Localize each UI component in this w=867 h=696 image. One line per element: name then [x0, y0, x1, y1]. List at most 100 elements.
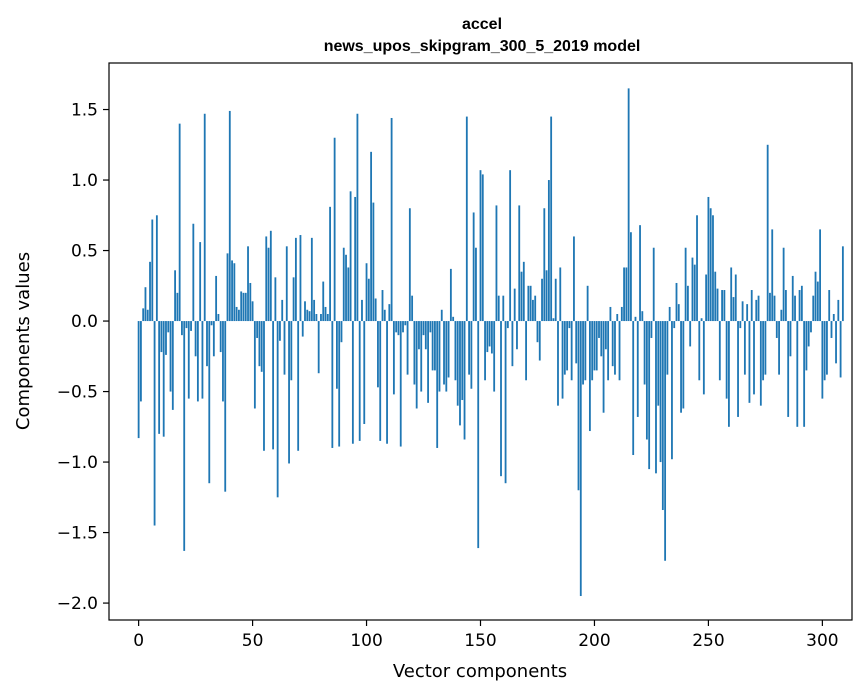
bar-294 [807, 321, 810, 347]
bar-137 [449, 268, 452, 322]
bar-1 [140, 321, 142, 402]
x-tick-label: 250 [692, 631, 724, 651]
plot-frame [108, 62, 853, 621]
bar-170 [525, 321, 527, 381]
bar-302 [826, 321, 828, 375]
y-tick-label: 1.5 [71, 101, 98, 121]
bar-120 [411, 295, 414, 322]
bar-14 [169, 321, 172, 392]
bar-193 [577, 321, 580, 491]
bar-266 [743, 321, 746, 375]
bar-92 [347, 267, 350, 322]
bar-112 [392, 321, 395, 395]
bar-171 [527, 285, 530, 322]
bar-87 [336, 321, 338, 389]
bar-236 [675, 282, 678, 322]
bar-22 [187, 321, 190, 399]
bar-139 [454, 321, 457, 381]
bar-77 [313, 299, 316, 322]
bar-202 [598, 321, 600, 338]
bar-104 [374, 298, 377, 322]
bar-74 [306, 309, 309, 322]
bar-273 [759, 321, 762, 406]
bar-267 [746, 304, 749, 322]
bar-229 [659, 321, 662, 463]
bar-12 [165, 321, 167, 355]
bar-101 [367, 278, 370, 322]
bar-300 [821, 321, 824, 399]
bar-257 [723, 290, 726, 322]
bar-91 [345, 254, 347, 322]
bar-110 [388, 304, 391, 322]
bar-291 [800, 285, 803, 322]
bar-276 [766, 144, 769, 322]
bar-99 [363, 321, 366, 424]
bar-84 [329, 206, 331, 322]
x-tick-label: 150 [464, 631, 496, 651]
bar-282 [780, 309, 783, 322]
bar-114 [397, 321, 400, 336]
bar-184 [557, 321, 559, 406]
bar-272 [757, 295, 760, 322]
bar-13 [167, 321, 170, 333]
bar-121 [413, 321, 416, 385]
bar-263 [737, 321, 739, 417]
bar-143 [463, 321, 466, 440]
bar-260 [730, 267, 733, 322]
bar-286 [789, 321, 792, 357]
bar-54 [260, 321, 263, 372]
bar-109 [386, 321, 388, 444]
bar-211 [618, 321, 621, 381]
bar-287 [791, 275, 794, 322]
bar-57 [267, 247, 270, 322]
bar-66 [288, 321, 290, 464]
bar-142 [461, 321, 464, 401]
bar-30 [206, 321, 208, 367]
bar-160 [502, 295, 505, 322]
bar-206 [607, 321, 610, 381]
bar-295 [810, 321, 812, 333]
bar-19 [181, 321, 183, 336]
bar-224 [648, 321, 651, 470]
bar-135 [445, 321, 448, 392]
bar-25 [194, 321, 197, 357]
bar-264 [739, 321, 742, 329]
bar-280 [775, 321, 778, 338]
bar-136 [447, 321, 450, 378]
bar-203 [600, 321, 603, 357]
chart-subtitle: news_upos_skipgram_300_5_2019 model [324, 38, 641, 55]
bar-71 [299, 235, 302, 322]
bar-132 [438, 321, 441, 392]
bar-307 [837, 299, 840, 322]
bar-81 [322, 281, 325, 322]
bar-93 [349, 191, 352, 322]
bar-225 [650, 321, 653, 338]
bar-60 [274, 277, 277, 322]
bar-219 [636, 321, 639, 417]
bar-146 [470, 321, 473, 389]
bar-4 [146, 309, 149, 322]
bar-56 [265, 236, 268, 322]
bar-163 [509, 170, 512, 322]
bar-168 [520, 271, 523, 322]
bar-33 [212, 321, 215, 357]
bar-250 [707, 196, 710, 322]
bar-173 [532, 299, 534, 322]
bar-122 [415, 321, 418, 409]
bar-177 [541, 278, 543, 322]
x-tick-label: 0 [133, 631, 144, 651]
bar-32 [210, 321, 213, 326]
bar-256 [721, 290, 723, 322]
bar-148 [475, 247, 477, 322]
bar-45 [240, 291, 243, 322]
bar-152 [484, 321, 486, 381]
bar-222 [643, 321, 646, 385]
bar-9 [158, 321, 161, 434]
bar-186 [561, 321, 564, 399]
bar-201 [595, 321, 598, 371]
bar-231 [664, 321, 667, 561]
bar-290 [798, 290, 801, 322]
bar-165 [513, 288, 516, 322]
bar-51 [253, 321, 256, 409]
bar-199 [591, 321, 594, 381]
